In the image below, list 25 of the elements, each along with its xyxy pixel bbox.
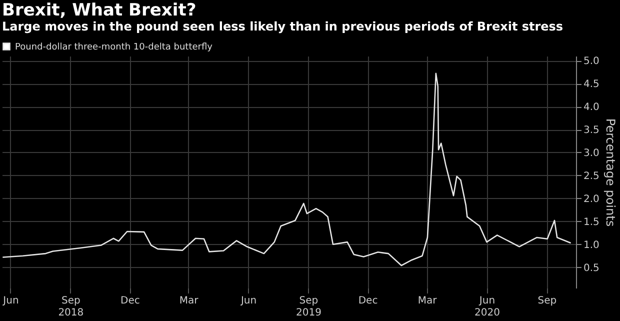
chart-subtitle: Large moves in the pound seen less likely than in previous periods of Brexit stress <box>2 20 564 34</box>
x-tick-label: Sep 2019 <box>296 296 322 318</box>
line-series <box>2 72 572 266</box>
y-tick-label: 3.0 <box>584 148 600 159</box>
y-tick-label: 2.5 <box>584 170 600 182</box>
y-tick-label: 4.0 <box>584 102 600 114</box>
x-tick-label: Sep 2018 <box>58 296 84 318</box>
x-tick-label: Jun <box>240 296 257 306</box>
x-tick-label: Jun <box>2 296 19 306</box>
y-tick-label: 0.5 <box>584 262 600 274</box>
y-tick-label: 4.5 <box>584 79 600 90</box>
chart-title: Brexit, What Brexit? <box>2 0 196 21</box>
x-tick-label: Dec <box>358 296 378 306</box>
y-tick-label: 1.0 <box>584 240 600 251</box>
y-tick-label: 2.0 <box>584 194 600 205</box>
x-tick-label: Sep <box>538 296 557 306</box>
legend-label: Pound-dollar three-month 10-delta butterfly <box>15 42 214 52</box>
x-tick-label: Dec <box>120 296 140 306</box>
x-tick-label: Mar <box>418 296 438 306</box>
x-tick-label: Jun 2020 <box>474 296 500 318</box>
y-axis-title: Percentage points <box>603 118 618 227</box>
x-tick-label: Mar <box>179 296 200 306</box>
y-tick-label: 5.0 <box>584 56 600 68</box>
y-tick-label: 1.5 <box>584 216 600 228</box>
y-tick-label: 3.5 <box>584 125 600 136</box>
